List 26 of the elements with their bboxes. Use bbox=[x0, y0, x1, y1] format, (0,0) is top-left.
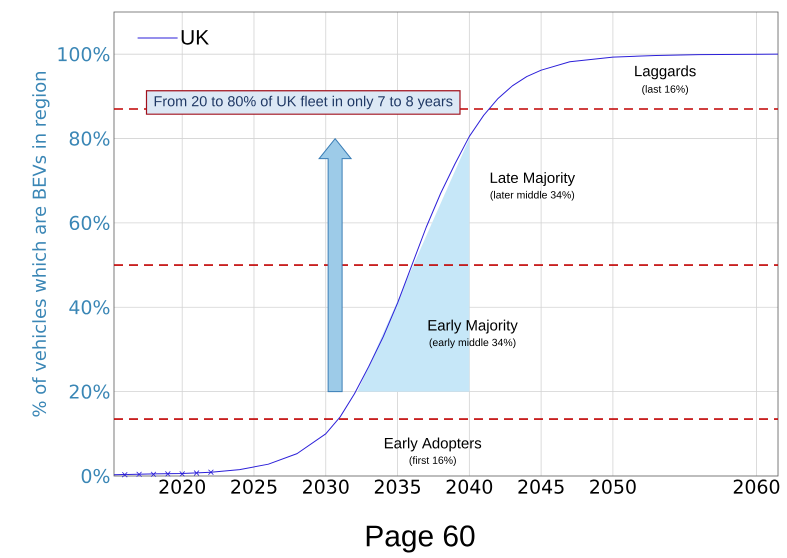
text: Page 60 bbox=[366, 525, 474, 552]
annotation: Laggards bbox=[635, 65, 696, 80]
y-tick-label: 80% bbox=[70, 131, 110, 146]
annotation: Late Majority bbox=[490, 172, 576, 186]
legend-label: UK bbox=[182, 30, 209, 45]
x-tick-label: 2045 bbox=[518, 480, 564, 494]
annotation: (later middle 34%) bbox=[490, 190, 574, 201]
x-tick-label: 2050 bbox=[590, 480, 636, 494]
y-axis-title: % of vehicles which are BEVs in region bbox=[32, 72, 50, 417]
annotation: From 20 to 80% of UK fleet in only 7 to 8 years bbox=[154, 96, 452, 110]
x-tick-label: 2030 bbox=[303, 480, 349, 494]
annotation: Early Majority bbox=[428, 320, 518, 334]
y-tick-label: 60% bbox=[70, 216, 110, 230]
y-tick-label: 100% bbox=[58, 47, 110, 62]
x-tick-label: 2060 bbox=[734, 480, 780, 494]
y-tick-label: 20% bbox=[70, 384, 110, 399]
x-tick-label: 2035 bbox=[374, 480, 420, 494]
x-tick-label: 2020 bbox=[160, 480, 206, 494]
annotation: Early Adopters bbox=[384, 437, 482, 452]
y-tick-label: 40% bbox=[69, 300, 110, 314]
annotation: (first 16%) bbox=[410, 456, 456, 466]
y-tick-label: 0% bbox=[82, 468, 110, 484]
annotation: (early middle 34%) bbox=[430, 338, 516, 348]
annotation: (last 16%) bbox=[642, 85, 688, 95]
x-tick-label: 2025 bbox=[231, 480, 276, 494]
x-tick-label: 2040 bbox=[446, 480, 492, 494]
